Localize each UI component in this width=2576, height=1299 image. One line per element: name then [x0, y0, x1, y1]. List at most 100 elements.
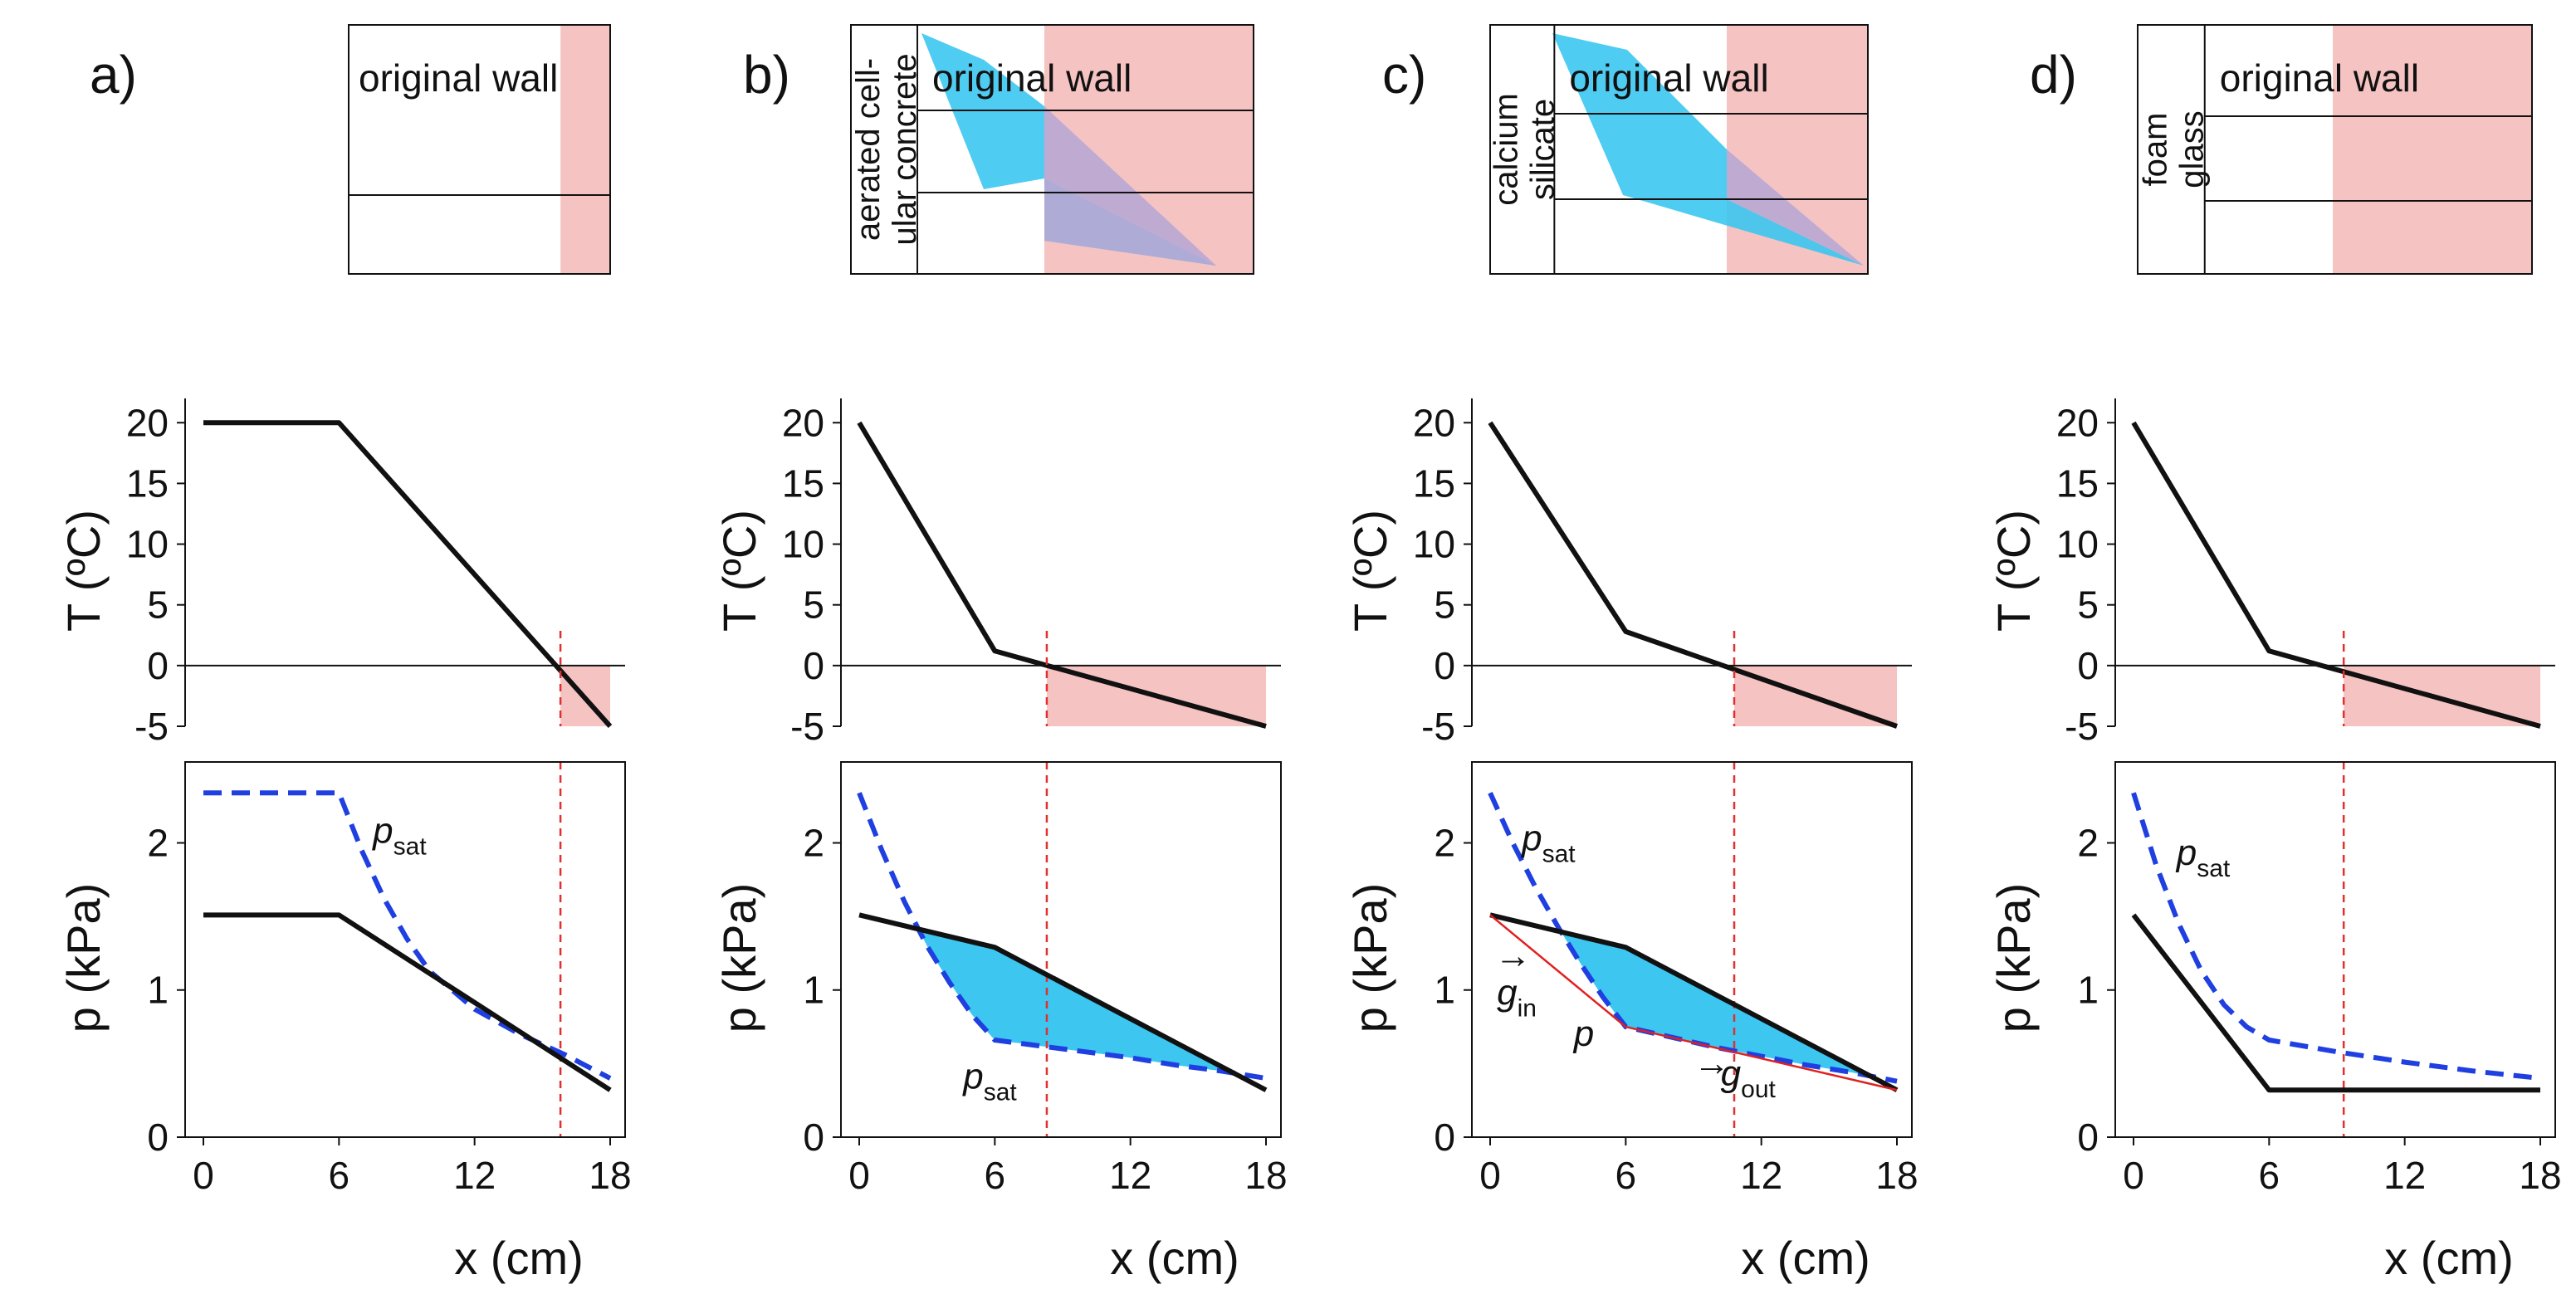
y-tick-label: 10: [126, 523, 169, 566]
y-tick-label: 2: [2077, 821, 2099, 864]
x-tick-label: 18: [1244, 1154, 1287, 1197]
temperature-plot: -5 0 5 10 15 20 T (ºC): [713, 398, 1281, 748]
plot-frame: [184, 761, 626, 1138]
pressure-axis-label: p (kPa): [1344, 883, 1396, 1033]
x-tick-label: 6: [329, 1154, 350, 1197]
vapour-overlap-fill: [1044, 106, 1216, 266]
temperature-plot: -5 0 5 10 15 20 T (ºC): [1344, 398, 1912, 748]
y-tick-label: 20: [2056, 401, 2099, 444]
gradient-out-label-subscript: out: [1741, 1076, 1776, 1103]
y-tick-label: 1: [1434, 969, 1455, 1012]
x-tick-label: 6: [2259, 1154, 2280, 1197]
saturation-pressure-label-symbol: p: [2175, 833, 2197, 873]
y-tick-label: 20: [126, 401, 169, 444]
saturation-pressure-label-subscript: sat: [2197, 855, 2231, 882]
temperature-line: [2131, 421, 2541, 729]
wall-label: original wall: [2220, 56, 2419, 100]
panel-b: b) original wall aerated cell-ular concret…: [713, 24, 1288, 1284]
vapour-pressure-label: p: [1572, 1013, 1594, 1054]
vapour-pressure-line: [203, 912, 612, 1092]
saturation-pressure-line: [857, 792, 1267, 1082]
y-tick-label: -5: [1421, 705, 1455, 748]
y-tick-label: 0: [803, 1116, 824, 1159]
y-tick-label: 2: [1434, 821, 1455, 864]
saturation-pressure-label: psat: [371, 810, 427, 860]
gradient-in-label-subscript: in: [1518, 994, 1537, 1022]
temperature-axis-label: T (ºC): [713, 510, 765, 632]
y-tick-label: -5: [2065, 705, 2099, 748]
y-tick-label: 20: [1413, 401, 1455, 444]
saturation-pressure-label-symbol: p: [961, 1057, 983, 1097]
saturation-pressure-label-subscript: sat: [393, 833, 428, 860]
gradient-out-arrow: →: [1694, 1043, 1730, 1084]
vapour-pressure-line: [2131, 913, 2540, 1093]
panel-letter: b): [743, 45, 790, 105]
y-tick-label: 10: [1413, 523, 1455, 566]
y-tick-label: 5: [1434, 584, 1455, 627]
temperature-plot: -5 0 5 10 15 20 T (ºC): [1987, 398, 2555, 748]
pressure-axis-label: p (kPa): [57, 883, 110, 1033]
x-tick-label: 12: [453, 1154, 496, 1197]
y-tick-label: 0: [2077, 1116, 2099, 1159]
x-axis-label: x (cm): [2384, 1232, 2514, 1284]
temperature-line: [1488, 421, 1898, 729]
pressure-axis-label: p (kPa): [1987, 883, 2040, 1033]
plot-frame: [1471, 761, 1913, 1138]
pressure-axis-label: p (kPa): [713, 883, 765, 1033]
saturation-pressure-label-symbol: p: [371, 810, 393, 851]
x-tick-label: 12: [1740, 1154, 1782, 1197]
insulation-label: foam: [2137, 113, 2173, 187]
temperature-axis-label: T (ºC): [57, 510, 110, 632]
y-tick-label: 0: [1434, 1116, 1455, 1159]
y-tick-label: 5: [2077, 584, 2099, 627]
x-axis-label: x (cm): [1110, 1232, 1239, 1284]
y-tick-label: 0: [803, 644, 824, 687]
x-tick-label: 0: [1479, 1154, 1501, 1197]
plot-frame: [2114, 761, 2556, 1138]
gradient-in-label-symbol: g: [1497, 972, 1518, 1013]
saturation-pressure-label: psat: [961, 1057, 1017, 1106]
vapour-overlap-fill: [1727, 149, 1864, 266]
x-tick-label: 18: [1875, 1154, 1918, 1197]
freezing-zone-fill: [2333, 25, 2532, 274]
insulation-label: glass: [2173, 110, 2210, 188]
x-axis-label: x (cm): [1741, 1232, 1870, 1284]
insulation-label: aerated cell-: [850, 58, 887, 241]
y-tick-label: 0: [147, 1116, 169, 1159]
panel-letter: c): [1382, 45, 1426, 105]
x-tick-label: 18: [589, 1154, 631, 1197]
y-tick-label: 0: [147, 644, 169, 687]
y-tick-label: 15: [126, 461, 169, 505]
temperature-axis-label: T (ºC): [1344, 510, 1396, 632]
x-tick-label: 12: [2383, 1154, 2426, 1197]
wall-frame: [2137, 24, 2533, 275]
condensation-area-fill: [1562, 932, 1870, 1077]
y-tick-label: 15: [1413, 461, 1455, 505]
temperature-axis-label: T (ºC): [1987, 510, 2040, 632]
y-tick-label: 2: [803, 821, 824, 864]
vapour-pressure-line: [1489, 912, 1899, 1092]
vapour-region-fill: [921, 33, 1216, 266]
y-tick-label: 15: [2056, 461, 2099, 505]
gradient-out-label-symbol: g: [1721, 1053, 1742, 1094]
y-tick-label: 5: [147, 584, 169, 627]
x-tick-label: 0: [848, 1154, 870, 1197]
x-tick-label: 0: [193, 1154, 214, 1197]
x-tick-label: 6: [985, 1154, 1006, 1197]
wall-schematic: original wall foam glass: [2137, 24, 2533, 275]
saturation-pressure-label-subscript: sat: [1542, 840, 1576, 867]
y-tick-label: 0: [2077, 644, 2099, 687]
gradient-in-arrow: →: [1494, 935, 1531, 976]
saturation-pressure-line: [203, 790, 612, 1081]
x-axis-label: x (cm): [454, 1232, 584, 1284]
gradient-in-label: gin: [1497, 972, 1537, 1022]
y-tick-label: 15: [782, 461, 824, 505]
